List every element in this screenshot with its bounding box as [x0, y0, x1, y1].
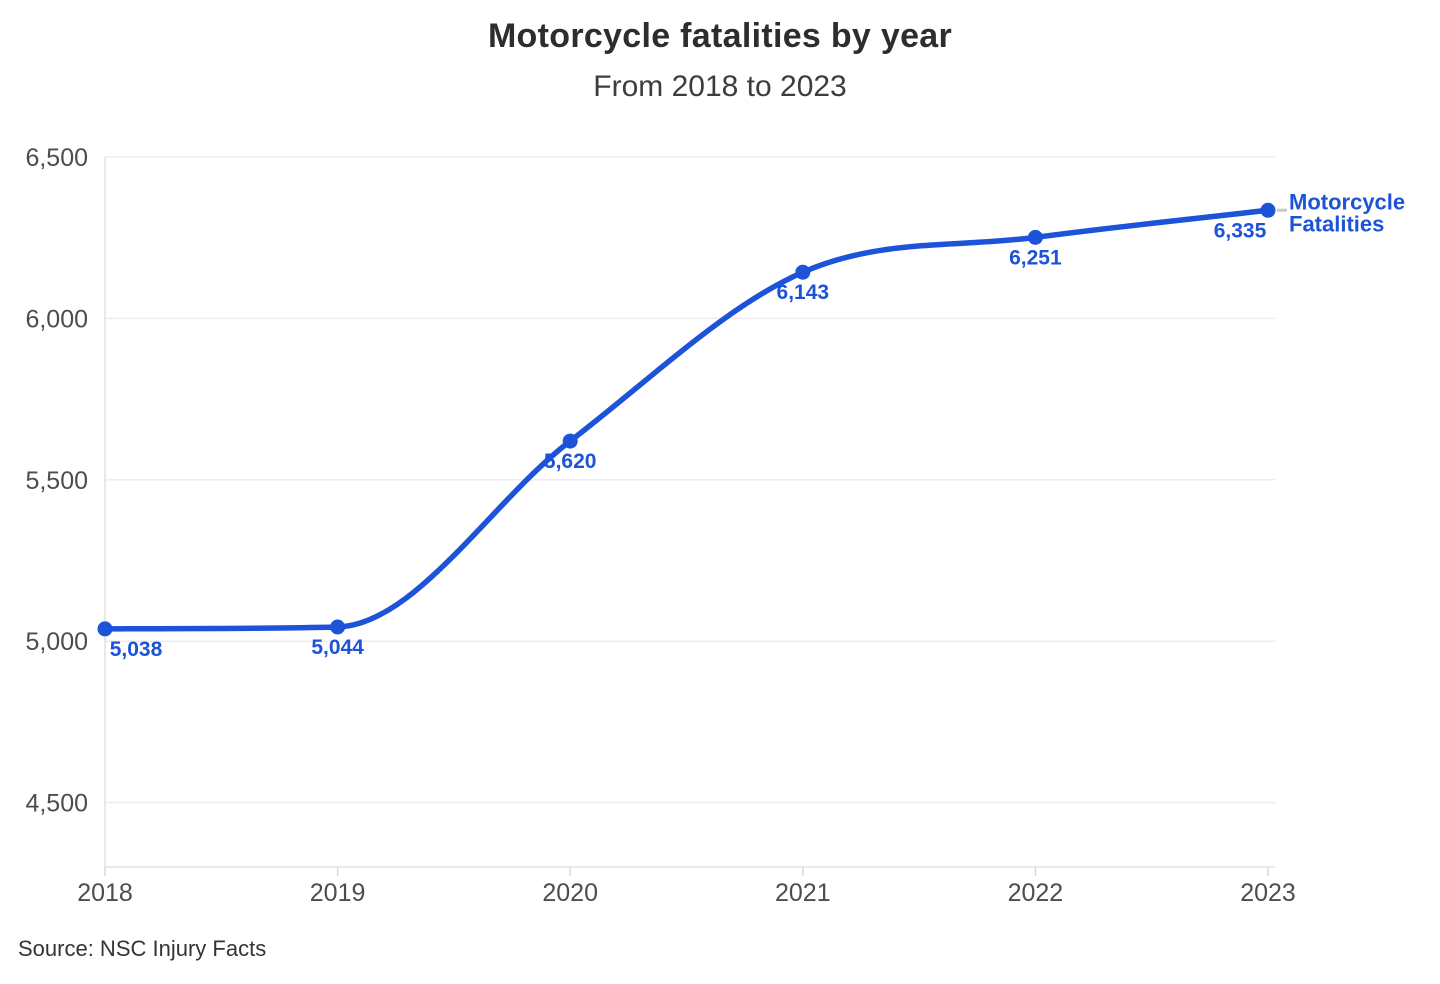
data-point-label: 5,620	[544, 450, 597, 473]
x-axis-tick-label: 2023	[1240, 879, 1296, 907]
data-point-marker	[562, 433, 578, 449]
x-axis-tick-label: 2022	[1008, 879, 1064, 907]
chart-subtitle: From 2018 to 2023	[593, 69, 847, 103]
series-motorcycle-fatalities: 5,038 5,044 5,620 6,143 6,251 6,335	[97, 202, 1276, 661]
data-point-marker	[1260, 202, 1276, 218]
gridlines	[105, 156, 1275, 804]
data-point-label: 6,335	[1214, 219, 1267, 242]
series-line	[102, 207, 1271, 632]
data-point-marker	[1027, 229, 1043, 245]
x-axis: 2018 2019 2020 2021 2022 2023	[77, 867, 1296, 907]
source-note: Source: NSC Injury Facts	[18, 936, 267, 961]
chart-header: Motorcycle fatalities by year From 2018 …	[0, 16, 1440, 104]
data-point-label: 5,044	[311, 636, 364, 659]
y-axis-tick-label: 6,500	[25, 144, 88, 172]
chart-title: Motorcycle fatalities by year	[487, 17, 953, 55]
data-point-label: 6,251	[1009, 246, 1062, 269]
y-axis-tick-label: 4,500	[25, 790, 88, 818]
data-point-label: 6,143	[777, 281, 830, 304]
legend-label-line1: Motorcycle	[1289, 189, 1405, 214]
y-axis-tick-label: 6,000	[25, 305, 88, 333]
data-point-marker	[795, 264, 811, 280]
x-axis-tick-label: 2021	[775, 879, 831, 907]
data-point-marker	[330, 619, 346, 635]
y-axis-tick-label: 5,000	[25, 628, 88, 656]
y-axis-tick-label: 5,500	[25, 467, 88, 495]
x-axis-tick-label: 2020	[542, 879, 598, 907]
data-point-label: 5,038	[110, 638, 163, 661]
legend-label-line2: Fatalities	[1289, 211, 1384, 236]
data-point-marker	[97, 621, 113, 637]
y-axis: 6,500 6,000 5,500 5,000 4,500	[25, 144, 88, 818]
x-axis-tick-label: 2019	[310, 879, 366, 907]
x-axis-tick-label: 2018	[77, 879, 133, 907]
